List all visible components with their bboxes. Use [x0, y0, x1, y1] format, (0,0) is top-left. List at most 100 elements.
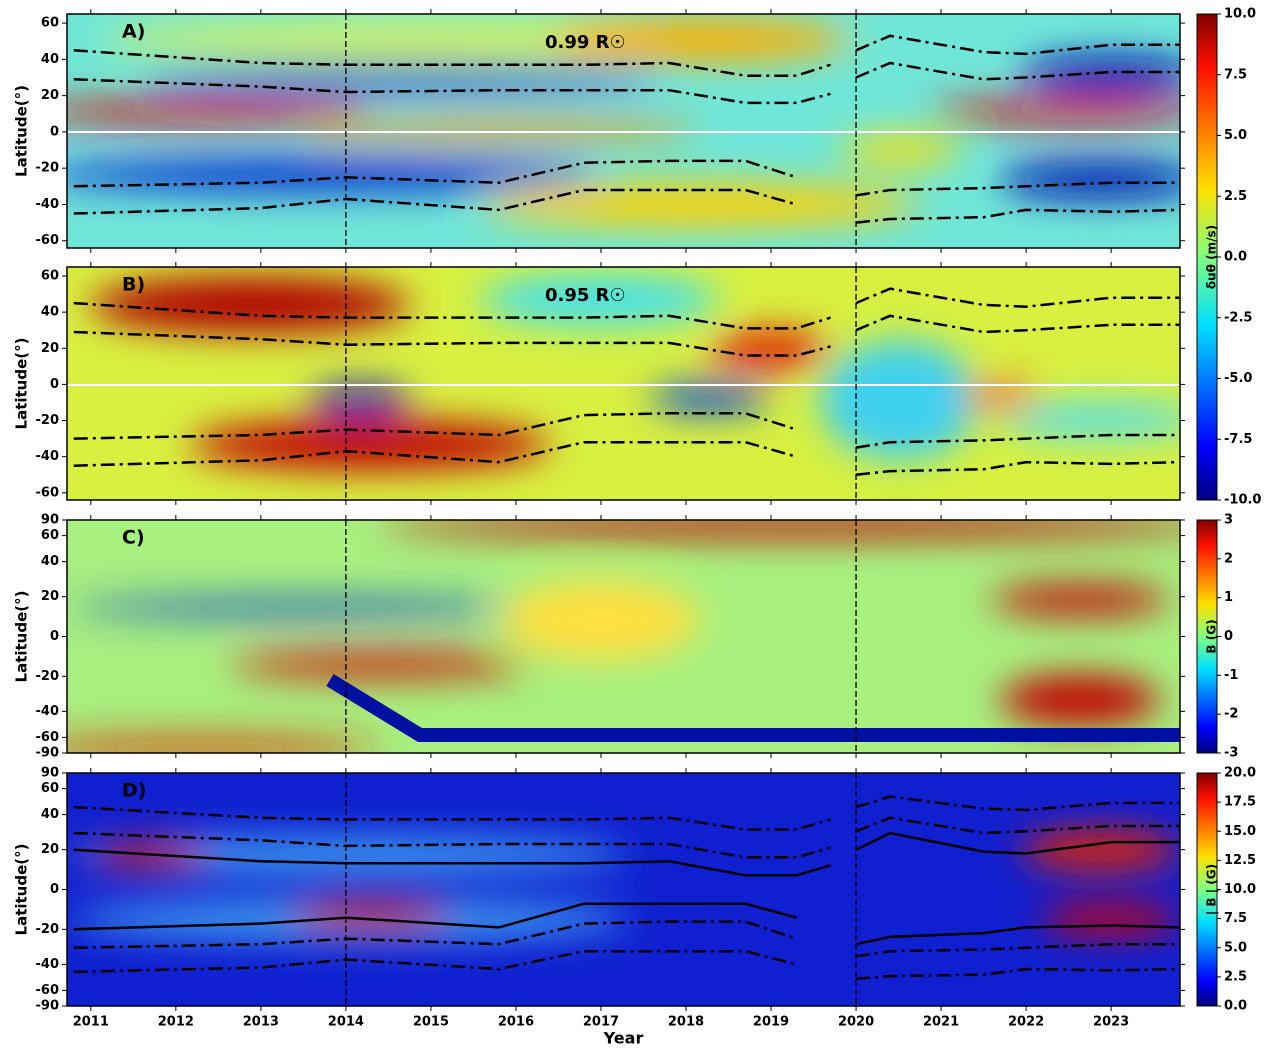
colorbar-tick-label: 5.0	[1224, 128, 1247, 143]
colorbar-tick-label: -1	[1224, 668, 1238, 683]
y-tick-label: 60	[41, 528, 59, 543]
y-tick-label: 40	[41, 807, 59, 822]
colorbar-tick-label: 10.0	[1224, 882, 1256, 897]
y-tick-label: 20	[41, 341, 59, 356]
dashdot-line	[73, 920, 1180, 958]
x-axis-label: Year	[603, 1029, 644, 1048]
colorbar-tick-label: -2.5	[1224, 310, 1252, 325]
colorbar-tick-label: 0	[1224, 629, 1233, 644]
y-tick-label: 0	[50, 377, 59, 392]
y-tick-label: 20	[41, 88, 59, 103]
y-tick-label: 60	[41, 16, 59, 31]
y-tick-label: -90	[36, 746, 60, 761]
colorbar-tick-label: 2.5	[1224, 969, 1247, 984]
solid-line	[73, 831, 1180, 877]
colorbar-tick-label: -10.0	[1224, 493, 1261, 508]
colorbar-tick-label: 2.5	[1224, 189, 1247, 204]
heatmap-field	[67, 520, 1180, 753]
y-tick-label: 20	[41, 589, 59, 604]
panel-label: B)	[122, 274, 145, 296]
panel-label: A)	[122, 21, 145, 43]
dashdot-line	[73, 61, 1180, 105]
y-tick-label: 0	[50, 629, 59, 644]
dashdot-line	[73, 287, 1180, 330]
colorbar-tick-label: 2	[1224, 551, 1233, 566]
colorbar-label: B (G)	[1205, 619, 1219, 653]
plot-frame	[66, 266, 1181, 501]
colorbar-tick-label: 0.0	[1224, 250, 1247, 265]
dashdot-line	[73, 159, 1180, 197]
x-tick-label: 2011	[73, 1015, 109, 1030]
y-tick-label: -60	[36, 233, 60, 248]
y-tick-label: -20	[36, 669, 60, 684]
y-tick-label: -40	[36, 704, 60, 719]
colorbar-tick-label: 7.5	[1224, 911, 1247, 926]
dashdot-line	[73, 816, 1180, 859]
x-tick-label: 2020	[838, 1015, 874, 1030]
y-tick-label: 40	[41, 554, 59, 569]
colorbar-tick-label: 12.5	[1224, 853, 1256, 868]
y-axis-label: Latitude(°)	[13, 85, 31, 177]
x-tick-label: 2022	[1008, 1015, 1044, 1030]
y-tick-label: -40	[36, 449, 60, 464]
x-tick-label: 2021	[923, 1015, 959, 1030]
y-tick-label: 90	[41, 513, 59, 528]
colorbar-tick-label: 10.0	[1224, 7, 1256, 22]
colorbar-tick-label: -2	[1224, 707, 1238, 722]
y-tick-label: -20	[36, 922, 60, 937]
dashdot-line	[73, 412, 1180, 449]
y-tick-label: -20	[36, 413, 60, 428]
y-tick-label: 40	[41, 305, 59, 320]
y-tick-label: 40	[41, 52, 59, 67]
colorbar-tick-label: 3	[1224, 513, 1233, 528]
y-tick-label: 20	[41, 842, 59, 857]
y-tick-label: 0	[50, 882, 59, 897]
y-tick-label: -60	[36, 485, 60, 500]
colorbar-label: δuθ (m/s)	[1205, 225, 1219, 289]
x-tick-label: 2014	[328, 1015, 364, 1030]
annotation: 0.95 R☉	[545, 285, 626, 306]
solid-line	[73, 902, 1180, 946]
y-tick-label: -20	[36, 161, 60, 176]
colorbar-tick-label: -5.0	[1224, 371, 1252, 386]
x-tick-label: 2012	[158, 1015, 194, 1030]
x-tick-label: 2018	[668, 1015, 704, 1030]
x-tick-label: 2023	[1093, 1015, 1129, 1030]
x-tick-label: 2019	[753, 1015, 789, 1030]
dashdot-line	[73, 314, 1180, 357]
y-tick-label: -90	[36, 999, 60, 1014]
y-tick-label: 90	[41, 766, 59, 781]
colorbar-tick-label: 0.0	[1224, 999, 1247, 1014]
x-tick-label: 2015	[413, 1015, 449, 1030]
heatmap-field	[67, 267, 1180, 500]
colorbar-label: | B | (G)	[1205, 864, 1219, 915]
y-tick-label: 60	[41, 781, 59, 796]
y-tick-label: -40	[36, 957, 60, 972]
y-axis-label: Latitude(°)	[13, 338, 31, 430]
annotation: 0.99 R☉	[545, 32, 626, 53]
panel-label: D)	[122, 780, 146, 802]
x-tick-label: 2016	[498, 1015, 534, 1030]
dashdot-line	[73, 949, 1180, 980]
y-tick-label: 0	[50, 124, 59, 139]
colorbar-tick-label: -7.5	[1224, 432, 1252, 447]
y-tick-label: -60	[36, 730, 60, 745]
plot-frame	[66, 13, 1181, 249]
colorbar-tick-label: 15.0	[1224, 824, 1256, 839]
y-tick-label: -40	[36, 197, 60, 212]
dashdot-line	[73, 188, 1180, 224]
x-tick-label: 2013	[243, 1015, 279, 1030]
x-tick-label: 2017	[583, 1015, 619, 1030]
dashdot-line	[73, 440, 1180, 476]
colorbar-tick-label: -3	[1224, 746, 1238, 761]
y-axis-label: Latitude(°)	[13, 591, 31, 683]
y-tick-label: -60	[36, 983, 60, 998]
y-tick-label: 60	[41, 269, 59, 284]
colorbar-tick-label: 20.0	[1224, 766, 1256, 781]
panel-label: C)	[122, 527, 145, 549]
dashdot-line	[73, 34, 1180, 77]
colorbar-tick-label: 7.5	[1224, 67, 1247, 82]
y-axis-label: Latitude(°)	[13, 844, 31, 936]
colorbar-tick-label: 5.0	[1224, 940, 1247, 955]
